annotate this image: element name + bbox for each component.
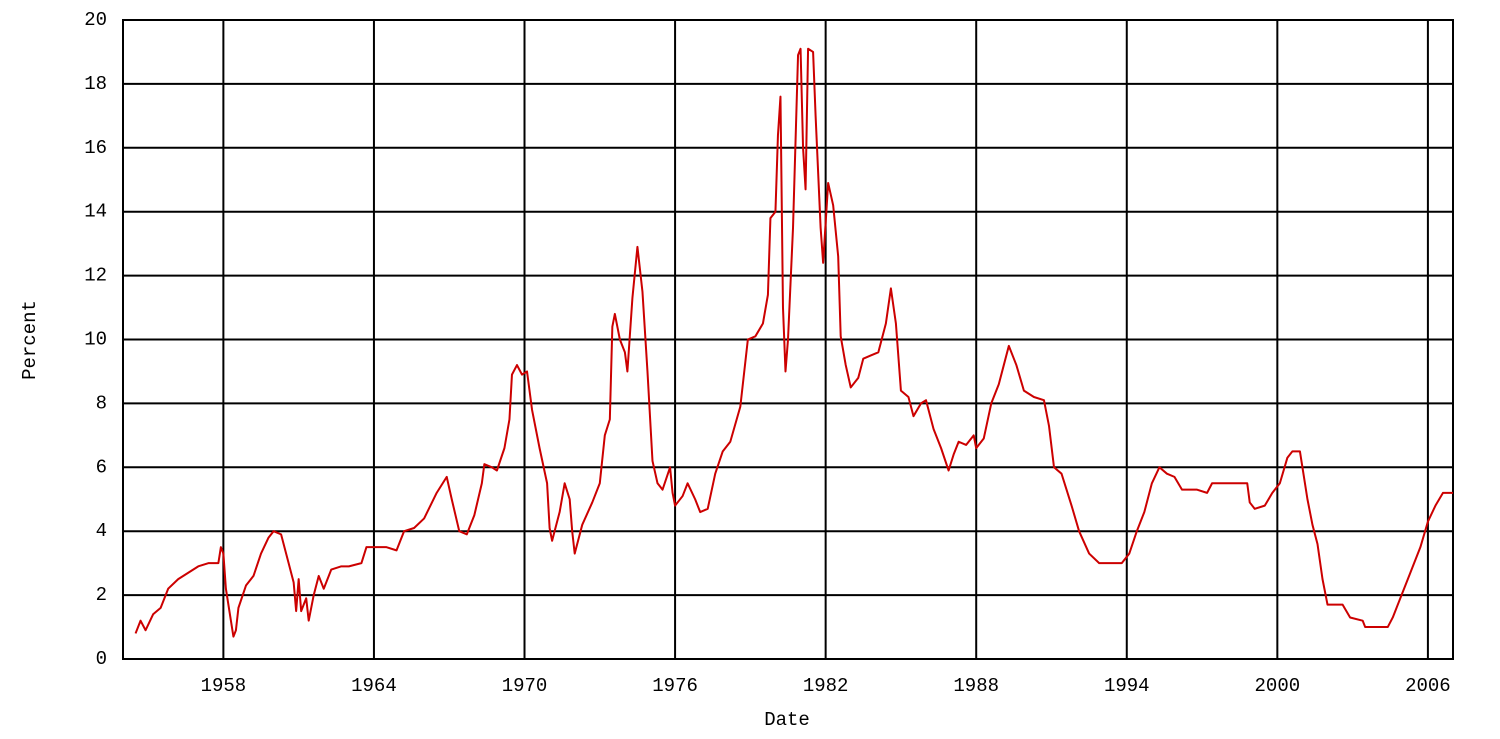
- y-tick-label: 14: [84, 201, 107, 223]
- x-tick-label: 1964: [351, 675, 397, 697]
- x-tick-label: 1958: [201, 675, 247, 697]
- y-tick-label: 0: [96, 648, 107, 670]
- y-tick-label: 20: [84, 9, 107, 31]
- y-tick-label: 18: [84, 73, 107, 95]
- x-tick-label: 1994: [1104, 675, 1150, 697]
- y-axis-label: Percent: [19, 300, 41, 380]
- y-tick-label: 2: [96, 584, 107, 606]
- y-tick-label: 6: [96, 456, 107, 478]
- data-line: [134, 47, 1453, 638]
- x-tick-label: 1970: [502, 675, 548, 697]
- y-tick-label: 16: [84, 137, 107, 159]
- x-tick-label: 2000: [1255, 675, 1301, 697]
- y-tick-label: 12: [84, 265, 107, 287]
- x-axis-label: Date: [764, 709, 810, 731]
- y-tick-label: 10: [84, 329, 107, 351]
- y-tick-label: 8: [96, 392, 107, 414]
- x-tick-label: 2006: [1405, 675, 1451, 697]
- x-tick-label: 1988: [953, 675, 999, 697]
- y-tick-label: 4: [96, 520, 107, 542]
- x-tick-label: 1976: [652, 675, 698, 697]
- x-tick-label: 1982: [803, 675, 849, 697]
